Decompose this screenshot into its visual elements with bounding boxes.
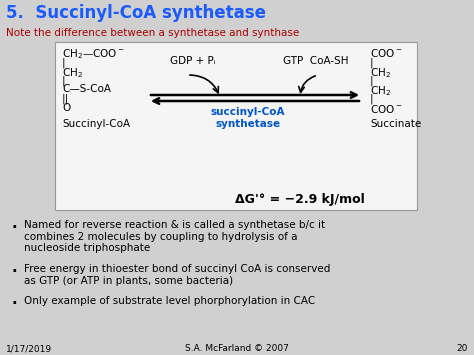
Text: C—S-CoA: C—S-CoA xyxy=(62,84,111,94)
Text: Succinyl-CoA: Succinyl-CoA xyxy=(62,119,130,129)
Text: succinyl-CoA
synthetase: succinyl-CoA synthetase xyxy=(211,107,285,129)
Text: $\mathsf{CH_2}$: $\mathsf{CH_2}$ xyxy=(370,66,391,80)
Text: Named for reverse reaction & is called a synthetase b/c it
combines 2 molecules : Named for reverse reaction & is called a… xyxy=(24,220,325,253)
Text: Only example of substrate level phorphorylation in CAC: Only example of substrate level phorphor… xyxy=(24,296,315,306)
Bar xyxy=(55,42,417,210)
Text: $\mathsf{CH_2}$: $\mathsf{CH_2}$ xyxy=(62,66,83,80)
Text: ||: || xyxy=(62,94,69,104)
Text: ΔG'° = −2.9 kJ/mol: ΔG'° = −2.9 kJ/mol xyxy=(235,193,365,206)
Text: GTP  CoA-SH: GTP CoA-SH xyxy=(283,56,348,66)
Text: 1/17/2019: 1/17/2019 xyxy=(6,344,52,353)
Text: $\mathsf{CH_2}$—COO$^-$: $\mathsf{CH_2}$—COO$^-$ xyxy=(62,47,125,61)
Text: ·: · xyxy=(12,264,18,279)
Text: |: | xyxy=(370,57,374,67)
Text: |: | xyxy=(62,75,65,86)
Text: ·: · xyxy=(12,296,18,311)
Text: Free energy in thioester bond of succinyl CoA is conserved
as GTP (or ATP in pla: Free energy in thioester bond of succiny… xyxy=(24,264,330,286)
Text: COO$^-$: COO$^-$ xyxy=(370,103,402,115)
Text: O: O xyxy=(62,103,70,113)
Text: |: | xyxy=(370,75,374,86)
Text: |: | xyxy=(62,57,65,67)
Text: GDP + Pᵢ: GDP + Pᵢ xyxy=(170,56,216,66)
Text: COO$^-$: COO$^-$ xyxy=(370,47,402,59)
Text: Succinate: Succinate xyxy=(370,119,421,129)
Text: ·: · xyxy=(12,220,18,235)
Text: 5.  Succinyl-CoA synthetase: 5. Succinyl-CoA synthetase xyxy=(6,4,266,22)
Text: |: | xyxy=(370,94,374,104)
Text: 20: 20 xyxy=(456,344,468,353)
Text: $\mathsf{CH_2}$: $\mathsf{CH_2}$ xyxy=(370,84,391,98)
Text: S.A. McFarland © 2007: S.A. McFarland © 2007 xyxy=(185,344,289,353)
Text: Note the difference between a synthetase and synthase: Note the difference between a synthetase… xyxy=(6,28,299,38)
